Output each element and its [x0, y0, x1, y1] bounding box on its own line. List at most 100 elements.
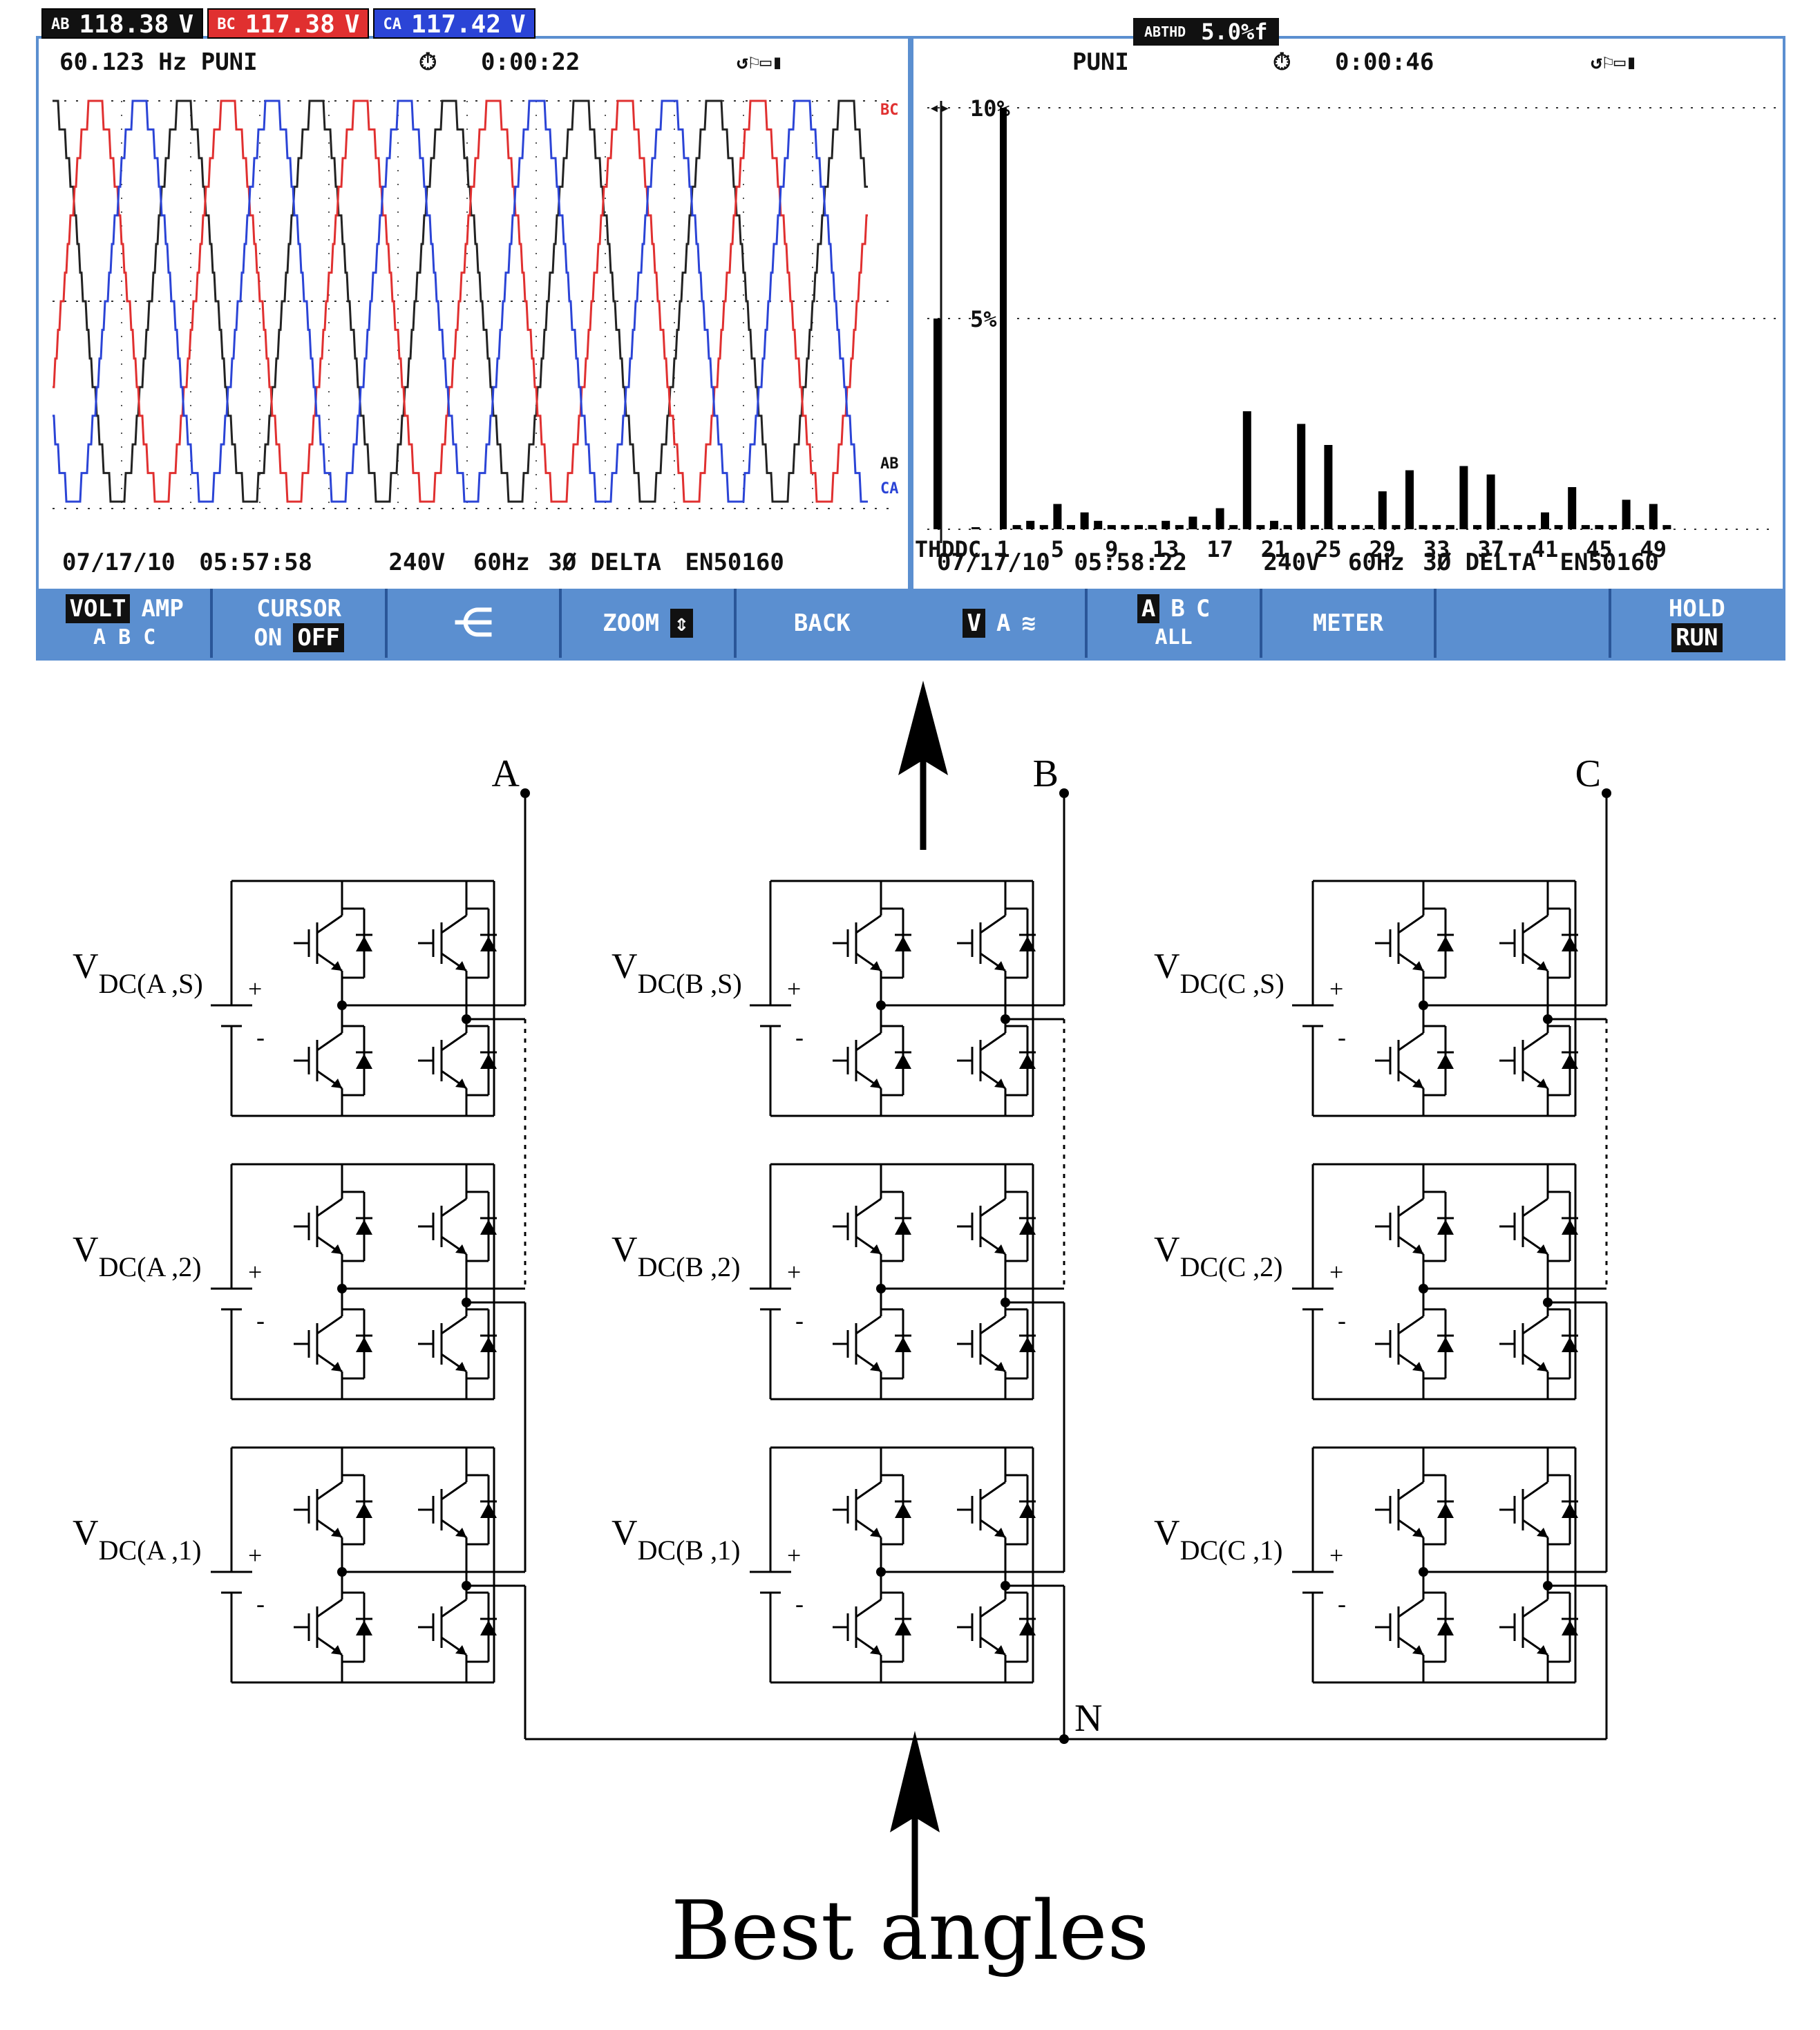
v-prefix: V	[1154, 947, 1180, 986]
elapsed-timer: 0:00:46	[1335, 48, 1434, 76]
igbt-part	[1522, 1032, 1548, 1052]
bar-3	[1026, 520, 1035, 529]
bar-10	[1121, 524, 1130, 529]
igbt-part	[980, 1315, 1006, 1335]
hold-run-softkey[interactable]: HOLD RUN	[1611, 589, 1783, 658]
v-prefix: V	[1154, 1230, 1180, 1269]
cursor-softkey[interactable]: CURSOR ON OFF	[213, 589, 388, 658]
bar-37	[1486, 474, 1495, 529]
emitter-arrow	[1537, 961, 1548, 971]
bar-21	[1270, 520, 1278, 529]
footer-config: 3Ø DELTA	[1423, 549, 1537, 576]
plus-sign: +	[1329, 1258, 1343, 1286]
igbt-switch	[1499, 1468, 1578, 1551]
igbt-part	[855, 1481, 882, 1501]
phase-all-label: ALL	[1155, 625, 1193, 649]
dc-source-label: VDC(B ,1)	[612, 1513, 740, 1566]
diode-icon	[356, 1620, 372, 1635]
volt-amp-softkey[interactable]: VOLT AMP A B C	[39, 589, 214, 658]
phase-terminal-c	[1602, 788, 1611, 798]
footer-date: 07/17/10	[937, 549, 1050, 576]
diode-icon	[895, 1054, 911, 1069]
phase-select-label: A B C	[93, 625, 156, 649]
reading-ca: CA 117.42 V	[373, 8, 535, 39]
diode-icon	[356, 1503, 372, 1518]
zoom-softkey[interactable]: ZOOM ⇕	[562, 589, 737, 658]
emitter-arrow	[870, 1244, 881, 1254]
junction-dot	[1001, 1298, 1010, 1307]
igbt-switch	[1499, 902, 1578, 985]
diode-icon	[895, 1220, 911, 1235]
diode-icon	[1019, 1337, 1036, 1352]
thd-tab: ABTHD 5.0%f	[1133, 18, 1279, 46]
dc-source-label: VDC(C ,1)	[1154, 1513, 1282, 1566]
bar-40	[1527, 524, 1536, 529]
plus-sign: +	[787, 975, 801, 1003]
bar-23	[1297, 424, 1306, 529]
diode-icon	[356, 1220, 372, 1235]
igbt-switch	[957, 1019, 1036, 1102]
junction-dot	[337, 1567, 347, 1577]
trace-label-ca: CA	[880, 480, 899, 497]
junction-dot	[1001, 1014, 1010, 1024]
footer-standard: EN50160	[1560, 549, 1659, 576]
phase-label-c: C	[1575, 752, 1601, 795]
bar-15	[1188, 516, 1197, 529]
meter-softkey[interactable]: METER	[1262, 589, 1437, 658]
igbt-switch	[1499, 1185, 1578, 1268]
v-subscript: DC(C ,1)	[1180, 1535, 1283, 1566]
empty-softkey[interactable]	[1437, 589, 1611, 658]
emitter-arrow	[1537, 1079, 1548, 1088]
emitter-arrow	[331, 1244, 342, 1254]
igbt-switch	[1499, 1586, 1578, 1669]
diode-icon	[480, 1220, 497, 1235]
status-icons: ↺⚐▭▮	[1591, 50, 1638, 73]
bar-44	[1581, 524, 1590, 529]
igbt-switch	[1499, 1019, 1578, 1102]
igbt-part	[1398, 1197, 1424, 1217]
igbt-part	[980, 1197, 1006, 1217]
diode-icon	[356, 1054, 372, 1069]
back-softkey[interactable]: BACK	[737, 589, 908, 658]
igbt-part	[441, 914, 467, 934]
bar-34	[1445, 524, 1454, 529]
minus-sign: -	[795, 1023, 804, 1051]
emitter-arrow	[1412, 1362, 1423, 1372]
v-subscript: DC(A ,S)	[99, 968, 203, 999]
v-subscript: DC(B ,S)	[638, 968, 742, 999]
phase-terminal-a	[520, 788, 530, 798]
emitter-arrow	[994, 961, 1005, 971]
minus-sign: -	[1338, 1023, 1346, 1051]
igbt-part	[1522, 1481, 1548, 1501]
harmonics-header: PUNI ⏱ 0:00:46 ↺⚐▭▮	[913, 46, 1784, 79]
circuit-body: +-VDC(A ,S)+-VDC(A ,2)+-VDC(A ,1)A+-VDC(…	[73, 752, 1611, 1744]
diode-icon	[895, 1620, 911, 1635]
emitter-arrow	[870, 961, 881, 971]
run-label: RUN	[1671, 623, 1723, 652]
emitter-arrow	[870, 1362, 881, 1372]
bar-41	[1541, 512, 1549, 529]
phasor-softkey[interactable]: ⋲	[388, 589, 562, 658]
emitter-arrow	[455, 1079, 466, 1088]
igbt-part	[1398, 1032, 1424, 1052]
chart-x-ticks: THDDC 1 5 9 13 17 21 25 29 33 37 41 45 49	[915, 536, 1667, 562]
minus-sign: -	[256, 1307, 265, 1334]
bar-29	[1378, 491, 1387, 529]
junction-dot	[1419, 1000, 1428, 1010]
dc-source-label: VDC(A ,S)	[73, 947, 203, 999]
junction-dot	[462, 1014, 471, 1024]
v-prefix: V	[1154, 1513, 1180, 1553]
v-a-softkey[interactable]: V A ≋	[913, 589, 1088, 658]
junction-dot	[462, 1581, 471, 1591]
igbt-part	[316, 1315, 343, 1335]
x-tick-label: 5	[1051, 536, 1064, 562]
igbt-switch	[1375, 1468, 1454, 1551]
igbt-part	[855, 1598, 882, 1618]
bar-4	[1039, 524, 1048, 529]
igbt-switch	[833, 902, 911, 985]
emitter-arrow	[870, 1528, 881, 1537]
junction-dot	[1543, 1581, 1553, 1591]
back-label: BACK	[793, 609, 851, 637]
igbt-switch	[418, 1468, 497, 1551]
